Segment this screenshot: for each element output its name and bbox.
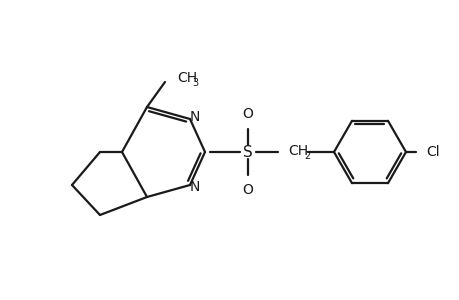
Text: CH: CH — [177, 71, 197, 85]
Text: CH: CH — [287, 144, 308, 158]
Text: O: O — [242, 107, 253, 121]
Text: Cl: Cl — [425, 145, 439, 159]
Text: S: S — [243, 145, 252, 160]
Text: 2: 2 — [303, 151, 309, 161]
Text: 3: 3 — [191, 78, 198, 88]
Text: O: O — [242, 183, 253, 197]
Text: N: N — [190, 180, 200, 194]
Text: N: N — [190, 110, 200, 124]
